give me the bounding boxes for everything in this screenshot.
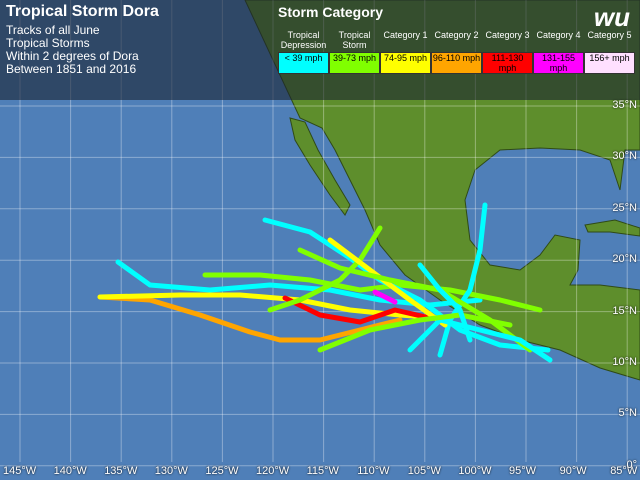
- description-line: Within 2 degrees of Dora: [6, 49, 139, 63]
- longitude-label: 135°W: [104, 465, 138, 477]
- description-line: Tracks of all June: [6, 23, 100, 37]
- legend-label: Tropical Depression: [280, 30, 327, 50]
- legend-label: Category 3: [485, 30, 530, 40]
- legend-swatch: 74-95 mph: [380, 52, 431, 74]
- legend-swatch: 131-155 mph: [533, 52, 584, 74]
- longitude-label: 90°W: [559, 465, 587, 477]
- legend-label: Tropical Storm: [338, 30, 371, 50]
- longitude-label: 140°W: [53, 465, 87, 477]
- description-line: Tropical Storms: [6, 36, 90, 50]
- longitude-label: 105°W: [407, 465, 441, 477]
- longitude-label: 120°W: [256, 465, 290, 477]
- latitude-label: 15°N: [612, 304, 637, 317]
- legend-swatch: < 39 mph: [278, 52, 329, 74]
- logo[interactable]: wu: [593, 2, 630, 32]
- latitude-label: 10°N: [612, 356, 637, 368]
- legend-swatch: 111-130 mph: [482, 52, 533, 74]
- longitude-label: 130°W: [154, 465, 188, 477]
- legend-label: Category 5: [587, 30, 632, 40]
- longitude-label: 95°W: [509, 465, 537, 477]
- legend-label: Category 2: [434, 30, 479, 40]
- description: Tracks of all June Tropical Storms Within …: [6, 24, 139, 76]
- longitude-label: 85°W: [610, 465, 638, 477]
- latitude-label: 0°: [626, 458, 637, 471]
- latitude-label: 35°N: [612, 99, 637, 111]
- legend-label: Category 1: [383, 30, 428, 40]
- storm-tracks: [97, 202, 553, 363]
- legend-swatch: 96-110 mph: [431, 52, 482, 74]
- legend-title: Storm Category: [278, 4, 384, 20]
- legend-label: Category 4: [536, 30, 581, 40]
- longitude-label: 145°W: [3, 465, 37, 477]
- latitude-label: 5°N: [618, 407, 637, 420]
- latitude-label: 20°N: [612, 253, 637, 266]
- description-line: Between 1851 and 2016: [6, 62, 137, 76]
- title: Tropical Storm Dora: [6, 3, 159, 20]
- longitude-label: 125°W: [205, 465, 239, 477]
- latitude-label: 25°N: [612, 201, 637, 214]
- legend-swatch: 39-73 mph: [329, 52, 380, 74]
- header-band: [0, 0, 640, 100]
- longitude-label: 110°W: [357, 465, 390, 477]
- longitude-label: 115°W: [306, 465, 339, 477]
- longitude-label: 100°W: [458, 465, 492, 477]
- latitude-label: 30°N: [612, 150, 637, 163]
- legend-swatch: 156+ mph: [584, 52, 635, 74]
